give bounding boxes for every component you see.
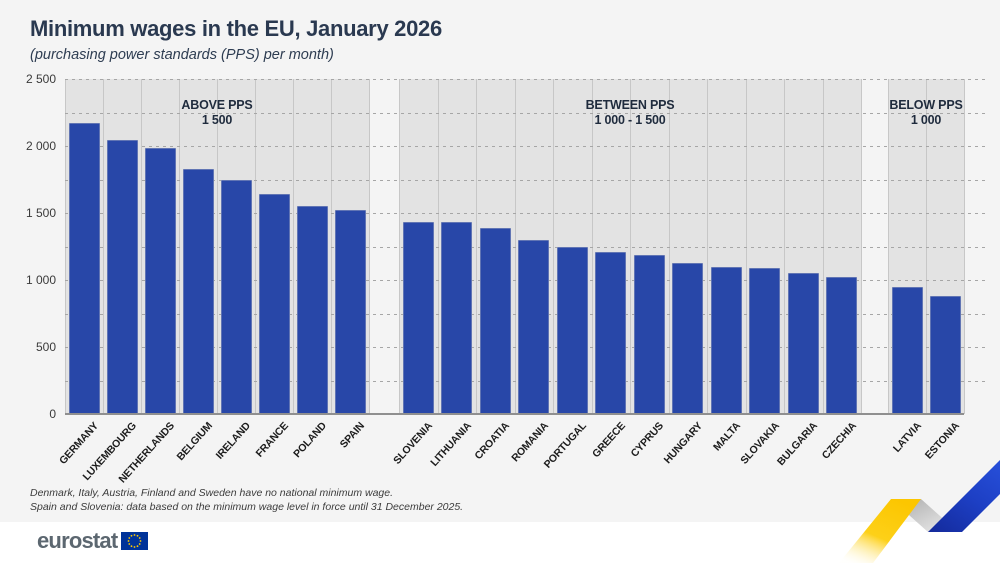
group-heading-above-pps-1500: ABOVE PPS 1 500 [181,98,252,128]
x-axis-line [65,413,964,415]
bar-luxembourg [106,139,138,414]
bar-netherlands [144,148,176,414]
gridline-2000 [65,146,988,147]
bar-czechia [826,277,858,414]
bar-estonia [929,296,961,414]
group-heading-below-pps-1000: BELOW PPS 1 000 [889,98,962,128]
bar-bulgaria [787,273,819,414]
bar-slovenia [402,221,434,414]
footnotes: Denmark, Italy, Austria, Finland and Swe… [30,487,463,514]
bar-croatia [479,227,511,414]
group-heading-line: BETWEEN PPS [585,98,675,112]
bar-slovakia [749,267,781,414]
group-heading-between-pps-1000-1500: BETWEEN PPS 1 000 - 1 500 [586,98,675,128]
y-tick-label: 2 500 [25,71,56,86]
y-tick-label: 0 [49,406,56,421]
gridline-1750 [65,179,988,181]
chart-title: Minimum wages in the EU, January 2026 [30,16,442,41]
group-heading-line: ABOVE PPS [181,98,253,112]
bar-france [258,194,290,414]
chart-subtitle: (purchasing power standards (PPS) per mo… [30,47,334,63]
bar-greece [595,251,627,414]
y-tick-label: 2 000 [25,138,56,153]
gridline-1500 [65,213,988,214]
bar-portugal [556,247,588,414]
eu-flag-icon [121,532,149,550]
y-tick-label: 1 000 [25,272,56,287]
bar-germany [68,123,100,414]
group-heading-line: 1 000 - 1 500 [594,113,666,127]
footer-bar: eurostat [0,522,1000,563]
bar-cyprus [633,255,665,414]
group-heading-line: BELOW PPS [889,98,963,112]
bar-latvia [891,286,923,414]
footnote-line-2: Spain and Slovenia: data based on the mi… [30,500,464,513]
footnote-line-1: Denmark, Italy, Austria, Finland and Swe… [30,487,394,499]
bar-romania [518,240,550,414]
group-heading-line: 1 500 [201,113,233,127]
bar-spain [334,209,366,414]
bar-lithuania [441,222,473,414]
eurostat-zigzag-decoration [839,460,1000,563]
y-tick-label: 1 500 [25,205,56,220]
eurostat-wordmark: eurostat [37,528,118,553]
bar-hungary [672,263,704,414]
bar-ireland [220,180,252,414]
y-tick-label: 500 [35,339,56,354]
bar-malta [710,267,742,414]
bar-belgium [182,169,214,414]
group-heading-line: 1 000 [910,113,942,127]
gridline-2500 [65,79,988,80]
gridline-2250 [65,112,988,114]
bar-poland [296,205,328,414]
eurostat-logo: eurostat [37,528,149,553]
